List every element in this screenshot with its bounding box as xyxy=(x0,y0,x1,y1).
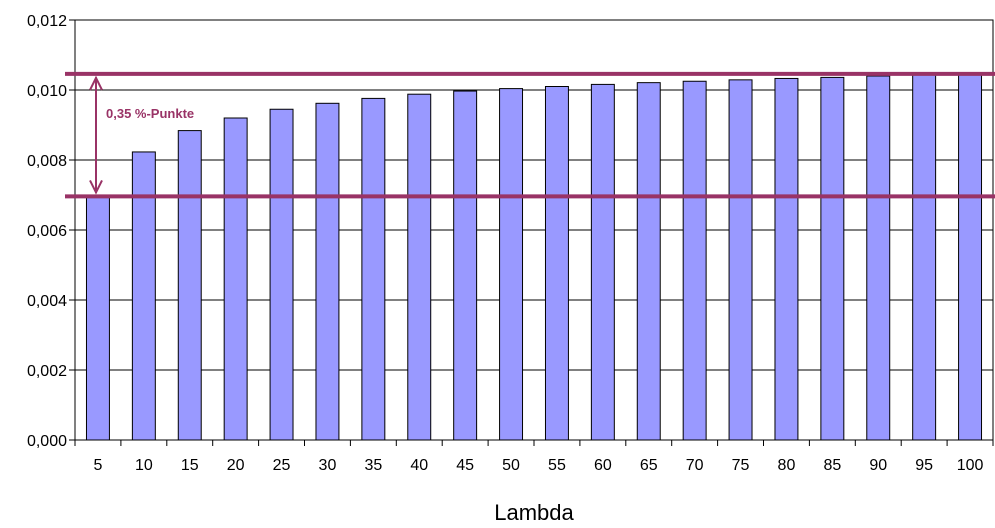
y-tick-label: 0,006 xyxy=(27,223,67,240)
x-axis-title: Lambda xyxy=(494,500,574,525)
annotation-label: 0,35 %-Punkte xyxy=(106,106,194,121)
x-tick-label: 60 xyxy=(594,457,612,474)
bar xyxy=(866,75,891,441)
x-tick-label: 5 xyxy=(93,457,102,474)
y-tick-label: 0,008 xyxy=(27,153,67,170)
bar xyxy=(177,130,202,441)
x-tick-label: 80 xyxy=(778,457,796,474)
x-tick-label: 100 xyxy=(957,457,984,474)
x-tick-label: 95 xyxy=(915,457,933,474)
bar xyxy=(912,74,937,441)
bar xyxy=(958,73,983,441)
bar xyxy=(499,88,524,441)
x-tick-label: 90 xyxy=(869,457,887,474)
x-tick-label: 20 xyxy=(227,457,245,474)
bar xyxy=(544,86,569,441)
arrow-head-bottom xyxy=(89,179,103,195)
x-tick-label: 45 xyxy=(456,457,474,474)
x-tick-label: 25 xyxy=(273,457,291,474)
bar xyxy=(590,83,615,441)
y-tick-label: 0,004 xyxy=(27,293,67,310)
difference-annotation: 0,35 %-Punkte xyxy=(89,75,194,195)
x-tick-label: 30 xyxy=(319,457,337,474)
x-tick-label: 40 xyxy=(410,457,428,474)
x-tick-label: 65 xyxy=(640,457,658,474)
y-tick-label: 0,002 xyxy=(27,363,67,380)
x-tick-label: 55 xyxy=(548,457,566,474)
bar xyxy=(636,82,661,441)
bar xyxy=(85,195,110,441)
bar xyxy=(453,90,478,441)
x-tick-label: 50 xyxy=(502,457,520,474)
reference-lines xyxy=(65,71,995,199)
bar xyxy=(820,76,845,441)
x-axis: 5 10 15 20 25 30 35 40 45 50 55 60 65 70 75 80 85 90 95 100 xyxy=(74,440,994,474)
y-tick-label: 0,010 xyxy=(27,83,67,100)
bar xyxy=(728,79,753,441)
x-tick-label: 70 xyxy=(686,457,704,474)
bar xyxy=(269,108,294,441)
bar xyxy=(223,117,248,441)
x-tick-label: 75 xyxy=(732,457,750,474)
bar xyxy=(774,77,799,441)
bar xyxy=(361,97,386,441)
arrow-head-top xyxy=(89,75,103,91)
bars xyxy=(85,73,983,441)
x-tick-label: 85 xyxy=(823,457,841,474)
x-tick-label: 35 xyxy=(364,457,382,474)
y-axis: 0,000 0,002 0,004 0,006 0,008 0,010 0,012 xyxy=(27,13,75,450)
bar xyxy=(315,102,340,441)
x-tick-label: 15 xyxy=(181,457,199,474)
bar xyxy=(407,93,432,441)
y-tick-label: 0,000 xyxy=(27,433,67,450)
x-tick-label: 10 xyxy=(135,457,153,474)
bar xyxy=(682,80,707,441)
y-tick-label: 0,012 xyxy=(27,13,67,30)
